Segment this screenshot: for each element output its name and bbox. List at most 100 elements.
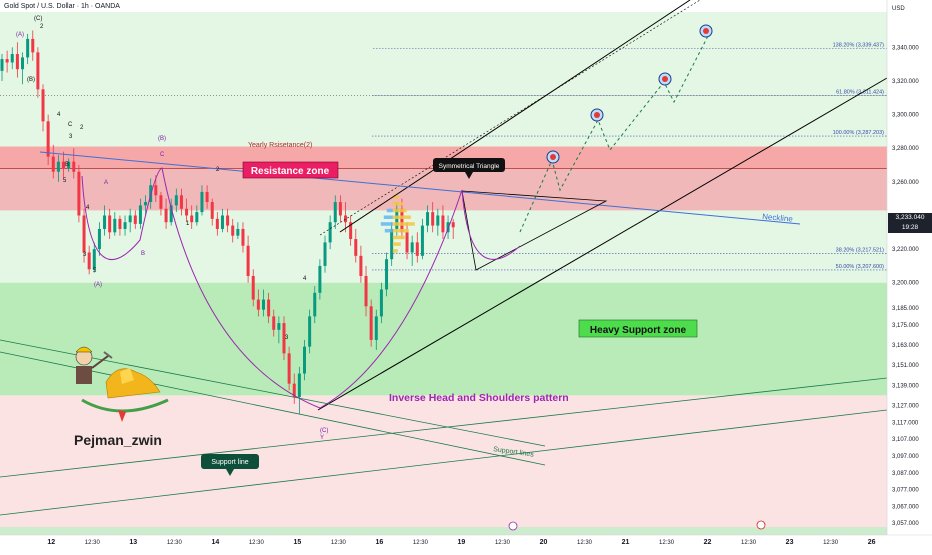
currency-label[interactable]: USD: [892, 6, 905, 12]
x-tick-label: 12:30: [85, 540, 101, 546]
x-tick-label: 21: [622, 539, 630, 546]
wave-label: 2: [40, 24, 44, 30]
support-line-badge: [201, 454, 259, 469]
candle-body: [190, 215, 194, 223]
candle-body: [185, 208, 189, 216]
symmetrical-triangle-pointer: [465, 172, 473, 179]
candle-body: [138, 205, 142, 224]
wave-label: 4: [57, 112, 61, 118]
volume-profile-bar: [386, 208, 393, 213]
bottom-strip: [0, 527, 887, 535]
volume-profile-bar: [392, 249, 398, 253]
candle-body: [323, 242, 327, 266]
candle-body: [431, 212, 435, 226]
event-marker-icon[interactable]: [508, 521, 518, 531]
candle-body: [333, 202, 337, 223]
candle-body: [256, 299, 260, 310]
wave-label: 4: [86, 205, 90, 211]
candle-body: [405, 232, 409, 253]
y-tick-label: 3,097.000: [892, 454, 919, 460]
last-price-value: 3,233.040: [895, 214, 925, 221]
candle-body: [97, 228, 101, 250]
candle-body: [159, 195, 163, 209]
candle-body: [313, 292, 317, 317]
symbol-title[interactable]: Gold Spot / U.S. Dollar · 1h · OANDA: [4, 3, 120, 10]
y-tick-label: 3,260.000: [892, 180, 919, 186]
lower-band: [0, 395, 887, 535]
candle-body: [338, 202, 342, 216]
long-support-line: [0, 377, 888, 478]
x-tick-label: 12:30: [331, 540, 347, 546]
candle-body: [10, 54, 14, 63]
candle-body: [103, 215, 107, 229]
target-icon-center: [594, 112, 600, 118]
candle-body: [5, 59, 9, 63]
author-logo: Pejman_zwin: [74, 346, 169, 448]
volume-profile-bar: [392, 195, 399, 199]
candle-body: [303, 346, 307, 374]
x-tick-label: 12:30: [577, 540, 593, 546]
candle-body: [374, 316, 378, 340]
x-tick-label: 12:30: [823, 540, 839, 546]
neckline: [39, 151, 801, 225]
x-tick-label: 12:30: [413, 540, 429, 546]
candle-body: [144, 202, 148, 206]
background-zones: [0, 12, 887, 535]
x-tick-label: 15: [293, 539, 301, 546]
wave-label: 5: [63, 178, 67, 184]
fib-level-label: 61.80% (3,311.424): [836, 89, 884, 95]
candle-body: [82, 215, 86, 253]
wave-label: 3: [285, 335, 289, 341]
upper-band: [0, 12, 887, 147]
wave-label: 1: [186, 221, 190, 227]
candle-body: [15, 54, 19, 70]
y-axis-panel: [887, 0, 932, 550]
candle-body: [0, 59, 4, 71]
candle-body: [328, 222, 332, 243]
x-tick-label: 14: [211, 539, 219, 546]
candle-body: [123, 222, 127, 229]
us-flag-marker-icon[interactable]: [756, 520, 766, 530]
wave-label: (C): [34, 16, 42, 22]
x-tick-label: 12:30: [167, 540, 183, 546]
wave-label: B: [141, 251, 145, 257]
time-markers: [508, 520, 766, 531]
wave-label: 3: [69, 134, 73, 140]
candle-body: [277, 323, 281, 330]
wave-label: (B): [158, 136, 166, 142]
inverse-head-shoulders-label: Inverse Head and Shoulders pattern: [389, 392, 569, 404]
y-tick-label: 3,175.000: [892, 323, 919, 329]
y-tick-label: 3,300.000: [892, 113, 919, 119]
candle-body: [379, 289, 383, 317]
channel-mid-line: [319, 0, 701, 236]
channel-lower-line: [317, 77, 888, 411]
candle-body: [436, 215, 440, 226]
candle-body: [426, 212, 430, 226]
candle-body: [200, 191, 204, 213]
y-tick-label: 3,340.000: [892, 45, 919, 51]
x-tick-label: 16: [376, 539, 384, 546]
candle-body: [108, 215, 112, 233]
resistance-zone-label: Resistance zone: [251, 166, 330, 177]
x-tick-label: 12:30: [659, 540, 675, 546]
y-tick-label: 3,117.000: [892, 420, 919, 426]
candle-body: [21, 57, 25, 70]
support-line-pointer: [226, 469, 234, 476]
candle-body: [133, 215, 137, 224]
wave-label: (B): [27, 77, 35, 83]
x-tick-label: 13: [129, 539, 137, 546]
candle-body: [292, 383, 296, 398]
volume-profile-bar: [392, 208, 407, 213]
candle-body: [308, 316, 312, 347]
yearly-resistance-label: Yearly Rsisetance(2): [248, 142, 312, 149]
y-tick-label: 3,320.000: [892, 79, 919, 85]
candle-body: [267, 299, 271, 317]
y-tick-label: 3,139.000: [892, 383, 919, 389]
y-tick-label: 3,220.000: [892, 247, 919, 253]
x-tick-label: 23: [786, 539, 794, 546]
fib-level-label: 50.00% (3,207.600): [836, 264, 884, 270]
x-tick-label: 20: [540, 539, 548, 546]
